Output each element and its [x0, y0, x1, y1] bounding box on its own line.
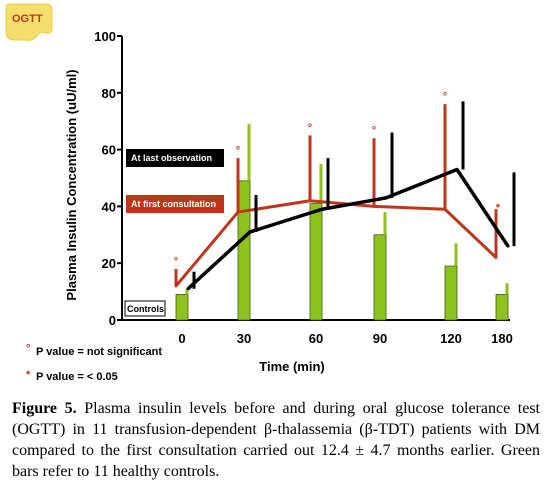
legend-last-swatch — [126, 149, 224, 167]
note-significant: * P value = < 0.05 — [26, 369, 118, 383]
significance-marker: ° — [308, 122, 312, 134]
note-sig-symbol: * — [26, 369, 31, 381]
x-tick-label: 120 — [440, 331, 462, 346]
first-consultation-point — [174, 284, 178, 288]
y-tick-label: 20 — [102, 256, 116, 271]
caption-lead: Figure 5. — [12, 400, 77, 417]
last-observation-point — [506, 244, 510, 248]
control-bar — [495, 294, 509, 321]
legend-controls-swatch — [124, 300, 166, 317]
control-bar — [444, 265, 458, 321]
control-bar — [373, 234, 387, 321]
first-consultation-line — [174, 199, 498, 287]
x-axis-title: Time (min) — [259, 359, 325, 374]
badge-shape — [5, 3, 53, 41]
last-observation-point — [320, 207, 324, 211]
first-consultation-point — [494, 256, 498, 260]
y-tick-label: 100 — [94, 29, 116, 44]
badge-label: OGTT — [12, 13, 43, 25]
last-observation-line — [186, 167, 510, 291]
last-observation-point — [186, 287, 190, 291]
legend-last-label: At last observation — [131, 153, 212, 163]
control-bar — [237, 180, 251, 321]
x-tick-label: 30 — [237, 331, 251, 346]
note-sig-text: P value = < 0.05 — [36, 371, 118, 383]
first-consultation-point — [308, 199, 312, 203]
y-axis-title: Plasma Insulin Concentration (uU/ml) — [64, 69, 79, 300]
x-tick-label: 180 — [491, 331, 513, 346]
last-observation-point — [248, 230, 252, 234]
significance-marker: ° — [443, 91, 447, 103]
control-bar — [309, 203, 323, 321]
legend-first-swatch — [126, 195, 224, 213]
first-consultation-point — [443, 207, 447, 211]
y-tick-label: 40 — [102, 199, 116, 214]
legend-first-label: At first consultation — [131, 199, 216, 209]
last-observation-point — [384, 196, 388, 200]
chart: OGTT Plasma Insulin Concentration (uU/ml… — [5, 3, 516, 383]
legend-last-observation: At last observation — [126, 149, 224, 167]
legend-first-consultation: At first consultation — [126, 195, 224, 213]
last-observation-point — [455, 167, 459, 171]
x-tick-label: 90 — [373, 331, 387, 346]
significance-marker: ° — [372, 125, 376, 137]
plot-area: 0 20 40 60 80 100 0 30 60 90 120 180 ° ° ° ° ° * — [94, 29, 516, 346]
significance-marker: * — [496, 202, 501, 214]
ogtt-badge: OGTT — [5, 3, 53, 41]
first-consultation-point — [372, 204, 376, 208]
first-consultation-point — [236, 210, 240, 214]
note-ns-text: P value = not significant — [36, 346, 162, 358]
caption-text: Plasma insulin levels before and during … — [12, 400, 540, 480]
x-tick-label: 60 — [309, 331, 323, 346]
control-bar — [175, 294, 189, 321]
note-ns-symbol: ° — [26, 343, 30, 355]
significance-marker: ° — [236, 145, 240, 157]
legend-controls-label: Controls — [127, 304, 164, 314]
y-tick-label: 60 — [102, 143, 116, 158]
note-not-significant: ° P value = not significant — [26, 343, 162, 358]
y-tick-label: 80 — [102, 86, 116, 101]
figure-caption: Figure 5. Plasma insulin levels before a… — [12, 398, 540, 482]
x-tick-label: 0 — [178, 331, 185, 346]
significance-marker: ° — [174, 256, 178, 268]
y-tick-label: 0 — [109, 313, 116, 328]
legend-controls: Controls — [124, 300, 166, 317]
